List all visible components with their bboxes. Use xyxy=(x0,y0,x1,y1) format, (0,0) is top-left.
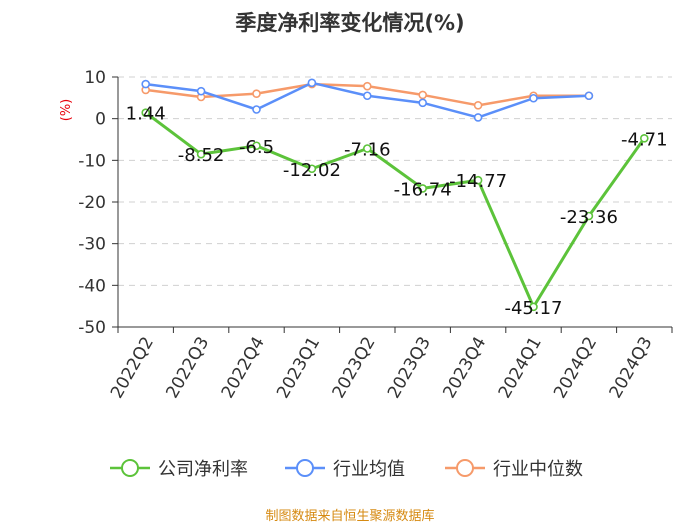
x-tick-label: 2024Q1 xyxy=(495,334,546,402)
data-point xyxy=(473,175,483,185)
x-axis: 2022Q2 2022Q3 2022Q4 2023Q1 2023Q2 2023Q3 2023… xyxy=(107,326,673,402)
data-point xyxy=(307,78,317,88)
legend-marker xyxy=(296,459,314,477)
legend-label: 行业均值 xyxy=(333,459,405,480)
plot-area: 1.44 -8.52 -6.5 -12.02-7.16-16.74-14.77 -45.… xyxy=(126,78,668,319)
data-label: -45.17 xyxy=(504,298,562,319)
data-point xyxy=(639,133,649,143)
data-label: -12.02 xyxy=(283,160,341,181)
data-point xyxy=(362,91,372,101)
x-tick-label: 2023Q1 xyxy=(273,334,324,402)
data-point xyxy=(473,113,483,122)
y-tick-label: 0 xyxy=(95,110,106,130)
data-point xyxy=(196,149,206,159)
legend-marker xyxy=(121,459,139,477)
data-label: 1.44 xyxy=(126,104,166,125)
source-note: 制图数据来自恒生聚源数据库 xyxy=(265,508,434,524)
y-tick-label: 10 xyxy=(84,68,106,88)
y-tick-label: -10 xyxy=(78,151,106,171)
x-tick-label: 2023Q2 xyxy=(329,334,380,402)
data-point xyxy=(418,98,428,108)
x-tick-label: 2023Q3 xyxy=(384,334,435,402)
data-point xyxy=(362,144,372,153)
legend-marker xyxy=(456,459,474,477)
data-point xyxy=(252,141,261,151)
x-tick-label: 2024Q3 xyxy=(606,334,657,402)
data-point xyxy=(418,90,428,100)
legend: 公司净利率 行业均值 行业中位数 xyxy=(110,459,583,480)
data-point xyxy=(362,81,372,91)
x-tick-label: 2024Q2 xyxy=(550,334,601,402)
y-tick-label: -40 xyxy=(78,276,106,296)
data-point xyxy=(141,108,150,117)
x-tick-label: 2023Q4 xyxy=(439,333,490,401)
data-label: -14.77 xyxy=(449,171,507,192)
legend-label: 行业中位数 xyxy=(493,459,583,480)
y-axis: 10 0 -10 -20 -30 -40 -50 xyxy=(78,68,119,338)
grid xyxy=(118,76,672,328)
data-point xyxy=(252,89,261,98)
data-point xyxy=(418,184,428,193)
data-point xyxy=(529,93,538,103)
data-label: -23.36 xyxy=(560,207,618,228)
y-tick-label: -20 xyxy=(78,193,106,213)
data-label: -4.71 xyxy=(621,129,668,150)
x-tick-label: 2022Q4 xyxy=(218,334,269,402)
data-point xyxy=(473,101,483,110)
data-point xyxy=(252,105,261,114)
data-point xyxy=(141,79,150,89)
data-label: -16.74 xyxy=(394,179,452,200)
data-point xyxy=(529,302,538,312)
legend-label: 公司净利率 xyxy=(158,459,248,480)
data-label: -6.5 xyxy=(239,137,274,158)
y-tick-label: -50 xyxy=(78,318,106,338)
data-label: -8.52 xyxy=(178,145,225,166)
series-line xyxy=(144,111,646,309)
data-point xyxy=(584,211,594,221)
x-tick-label: 2022Q2 xyxy=(107,334,158,402)
y-axis-label: (%) xyxy=(59,99,74,122)
data-label: -7.16 xyxy=(344,140,391,161)
x-tick-label: 2022Q3 xyxy=(162,334,213,402)
data-point xyxy=(584,91,594,101)
chart-title: 季度净利率变化情况(%) xyxy=(235,11,464,35)
data-point xyxy=(196,86,206,96)
y-tick-label: -30 xyxy=(78,235,106,255)
data-point xyxy=(307,164,317,174)
